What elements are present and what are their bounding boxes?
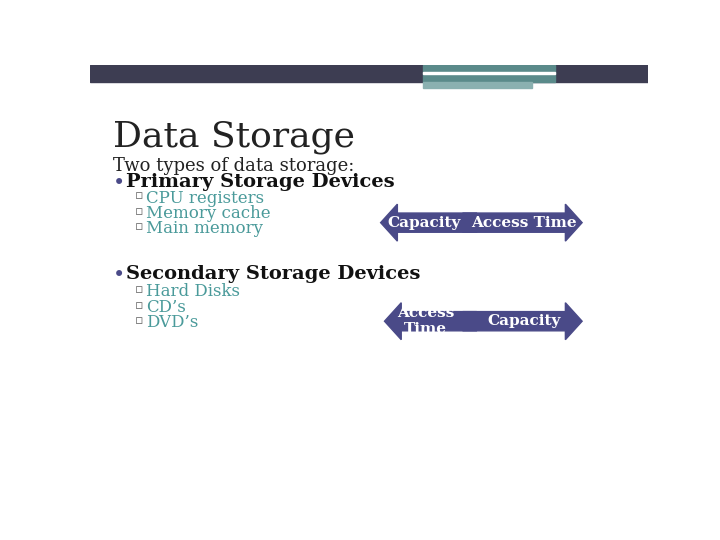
Text: Access
Time: Access Time [397,306,454,336]
FancyArrow shape [381,204,477,241]
Text: ▫: ▫ [135,220,143,233]
Bar [423,72,555,74]
Text: ▫: ▫ [135,299,143,312]
Text: •: • [113,173,125,193]
FancyArrow shape [384,303,477,340]
Text: CPU registers: CPU registers [145,190,264,206]
FancyArrow shape [463,204,582,241]
Text: Primary Storage Devices: Primary Storage Devices [126,173,395,191]
Text: Two types of data storage:: Two types of data storage: [113,157,355,175]
Text: Capacity: Capacity [487,314,561,328]
Bar [423,65,555,82]
Text: ▫: ▫ [135,314,143,327]
Bar [423,82,532,88]
Text: ▫: ▫ [135,205,143,218]
Text: Access Time: Access Time [472,215,577,230]
Text: Main memory: Main memory [145,220,263,238]
Text: Capacity: Capacity [387,215,460,230]
Text: Data Storage: Data Storage [113,120,355,154]
Bar [90,65,648,82]
FancyArrow shape [463,303,582,340]
Text: Memory cache: Memory cache [145,205,271,222]
Text: Hard Disks: Hard Disks [145,284,240,300]
Text: DVD’s: DVD’s [145,314,198,331]
Text: •: • [113,265,125,285]
Text: ▫: ▫ [135,190,143,202]
Text: Secondary Storage Devices: Secondary Storage Devices [126,265,420,283]
Text: CD’s: CD’s [145,299,186,316]
Text: ▫: ▫ [135,284,143,296]
